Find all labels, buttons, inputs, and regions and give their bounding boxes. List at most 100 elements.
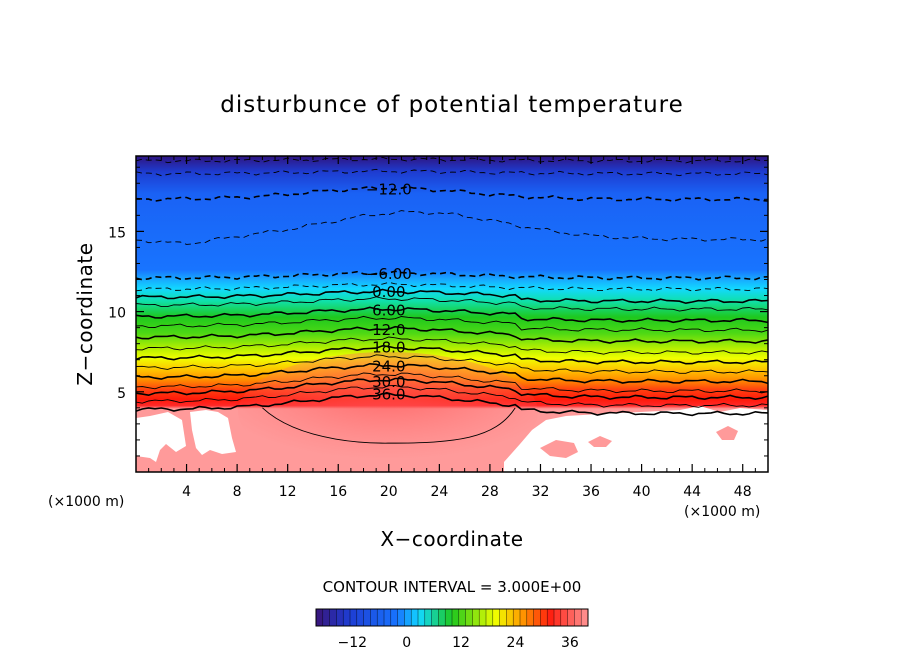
colorbar-cell: [363, 609, 371, 626]
contour-line: [136, 185, 768, 203]
colorbar-cell: [506, 609, 514, 626]
contour-line: [136, 281, 768, 292]
x-unit-left: (×1000 m): [48, 494, 124, 510]
contour-lines: [136, 156, 768, 444]
contour-line: [136, 377, 768, 401]
x-axis-ticks: 4 8 12 16 20 24 28 32 36 40 44 48: [148, 156, 756, 500]
colorbar-tick-label: 12: [452, 635, 470, 651]
y-axis-ticks: 5 10 15: [108, 166, 768, 457]
colorbar-cell: [356, 609, 364, 626]
x-unit-right: (×1000 m): [684, 504, 760, 520]
colorbar-cell: [350, 609, 358, 626]
colorbar-cell: [581, 609, 589, 626]
colorbar-tick-label: 24: [507, 635, 525, 651]
contour-interval-note: CONTOUR INTERVAL = 3.000E+00: [323, 578, 582, 596]
x-tick-label: 44: [683, 484, 701, 500]
colorbar-cell: [499, 609, 507, 626]
contour-line: [136, 270, 768, 281]
x-tick-label: 20: [380, 484, 398, 500]
contour-label: 18.0: [372, 339, 405, 357]
contour-label: −12.0: [366, 181, 412, 199]
chart-title: disturbunce of potential temperature: [220, 92, 684, 118]
y-tick-label: 5: [117, 386, 126, 402]
contour-line: [136, 325, 768, 344]
colorbar-cell: [526, 609, 534, 626]
x-tick-label: 4: [182, 484, 191, 500]
colorbar-cell: [370, 609, 378, 626]
contour-label: 36.0: [372, 385, 405, 403]
colorbar-cell: [486, 609, 494, 626]
contour-line: [136, 385, 768, 408]
colorbar-cell: [336, 609, 344, 626]
contour-line: [136, 372, 768, 394]
contour-line: [136, 168, 768, 177]
contour-label: −6.00: [366, 265, 412, 283]
colorbar-tick-label: 0: [402, 635, 411, 651]
x-tick-label: 36: [582, 484, 600, 500]
colorbar-cell: [322, 609, 330, 626]
contour-label: 30.0: [372, 373, 405, 391]
contour-line: [136, 344, 768, 365]
contour-line: [136, 336, 768, 355]
colorbar-cell: [411, 609, 419, 626]
colorbar-cell: [458, 609, 466, 626]
x-tick-label: 12: [279, 484, 297, 500]
colorbar-cell: [329, 609, 337, 626]
colorbar-cell: [390, 609, 398, 626]
contour-line: [136, 306, 768, 324]
colorbar-cell: [343, 609, 351, 626]
colorbar-cell: [424, 609, 432, 626]
x-tick-label: 48: [734, 484, 752, 500]
colorbar-cell: [472, 609, 480, 626]
colorbar-tick-labels: −12 0 12 24 36: [337, 635, 578, 651]
contour-line: [136, 156, 768, 164]
x-axis-label: X−coordinate: [380, 527, 523, 551]
colorbar-cell: [316, 609, 324, 626]
x-tick-label: 24: [430, 484, 448, 500]
contour-line: [136, 392, 768, 417]
colorbar-cell: [533, 609, 541, 626]
colorbar-cell: [377, 609, 385, 626]
y-axis-label: Z−coordinate: [73, 242, 97, 385]
colorbar-cell: [513, 609, 521, 626]
colorbar-cell: [452, 609, 460, 626]
colorbar-cell: [574, 609, 582, 626]
contour-label: 12.0: [372, 321, 405, 339]
colorbar-tick-label: −12: [337, 635, 367, 651]
colorbar-cell: [397, 609, 405, 626]
contour-line: [136, 210, 768, 245]
colorbar-cell: [520, 609, 528, 626]
colorbar-cell: [547, 609, 555, 626]
warm-core: [238, 352, 538, 472]
contour-line: [136, 362, 768, 385]
x-tick-label: 40: [633, 484, 651, 500]
y-tick-label: 10: [108, 306, 126, 322]
contour-label: 0.00: [372, 283, 405, 301]
colorbar-cell: [404, 609, 412, 626]
colorbar-cell: [492, 609, 500, 626]
contour-line-inner: [262, 407, 516, 444]
contour-line: [136, 288, 768, 305]
x-tick-label: 32: [532, 484, 550, 500]
colorbar-cell: [554, 609, 562, 626]
colorbar-cell: [479, 609, 487, 626]
x-tick-label: 8: [233, 484, 242, 500]
contour-line: [136, 296, 768, 312]
colorbar-cell: [418, 609, 426, 626]
colorbar-cell: [465, 609, 473, 626]
colorbar-cell: [540, 609, 548, 626]
colorbar-cell: [445, 609, 453, 626]
x-tick-label: 16: [329, 484, 347, 500]
red-patches: [540, 426, 738, 458]
colorbar-frame: [315, 608, 589, 627]
colorbar-cell: [384, 609, 392, 626]
colorbar-cell: [438, 609, 446, 626]
y-tick-label: 15: [108, 225, 126, 241]
x-tick-label: 28: [481, 484, 499, 500]
colorbar-cell: [431, 609, 439, 626]
contour-label: 6.00: [372, 302, 405, 320]
colorbar-tick-label: 36: [561, 635, 579, 651]
